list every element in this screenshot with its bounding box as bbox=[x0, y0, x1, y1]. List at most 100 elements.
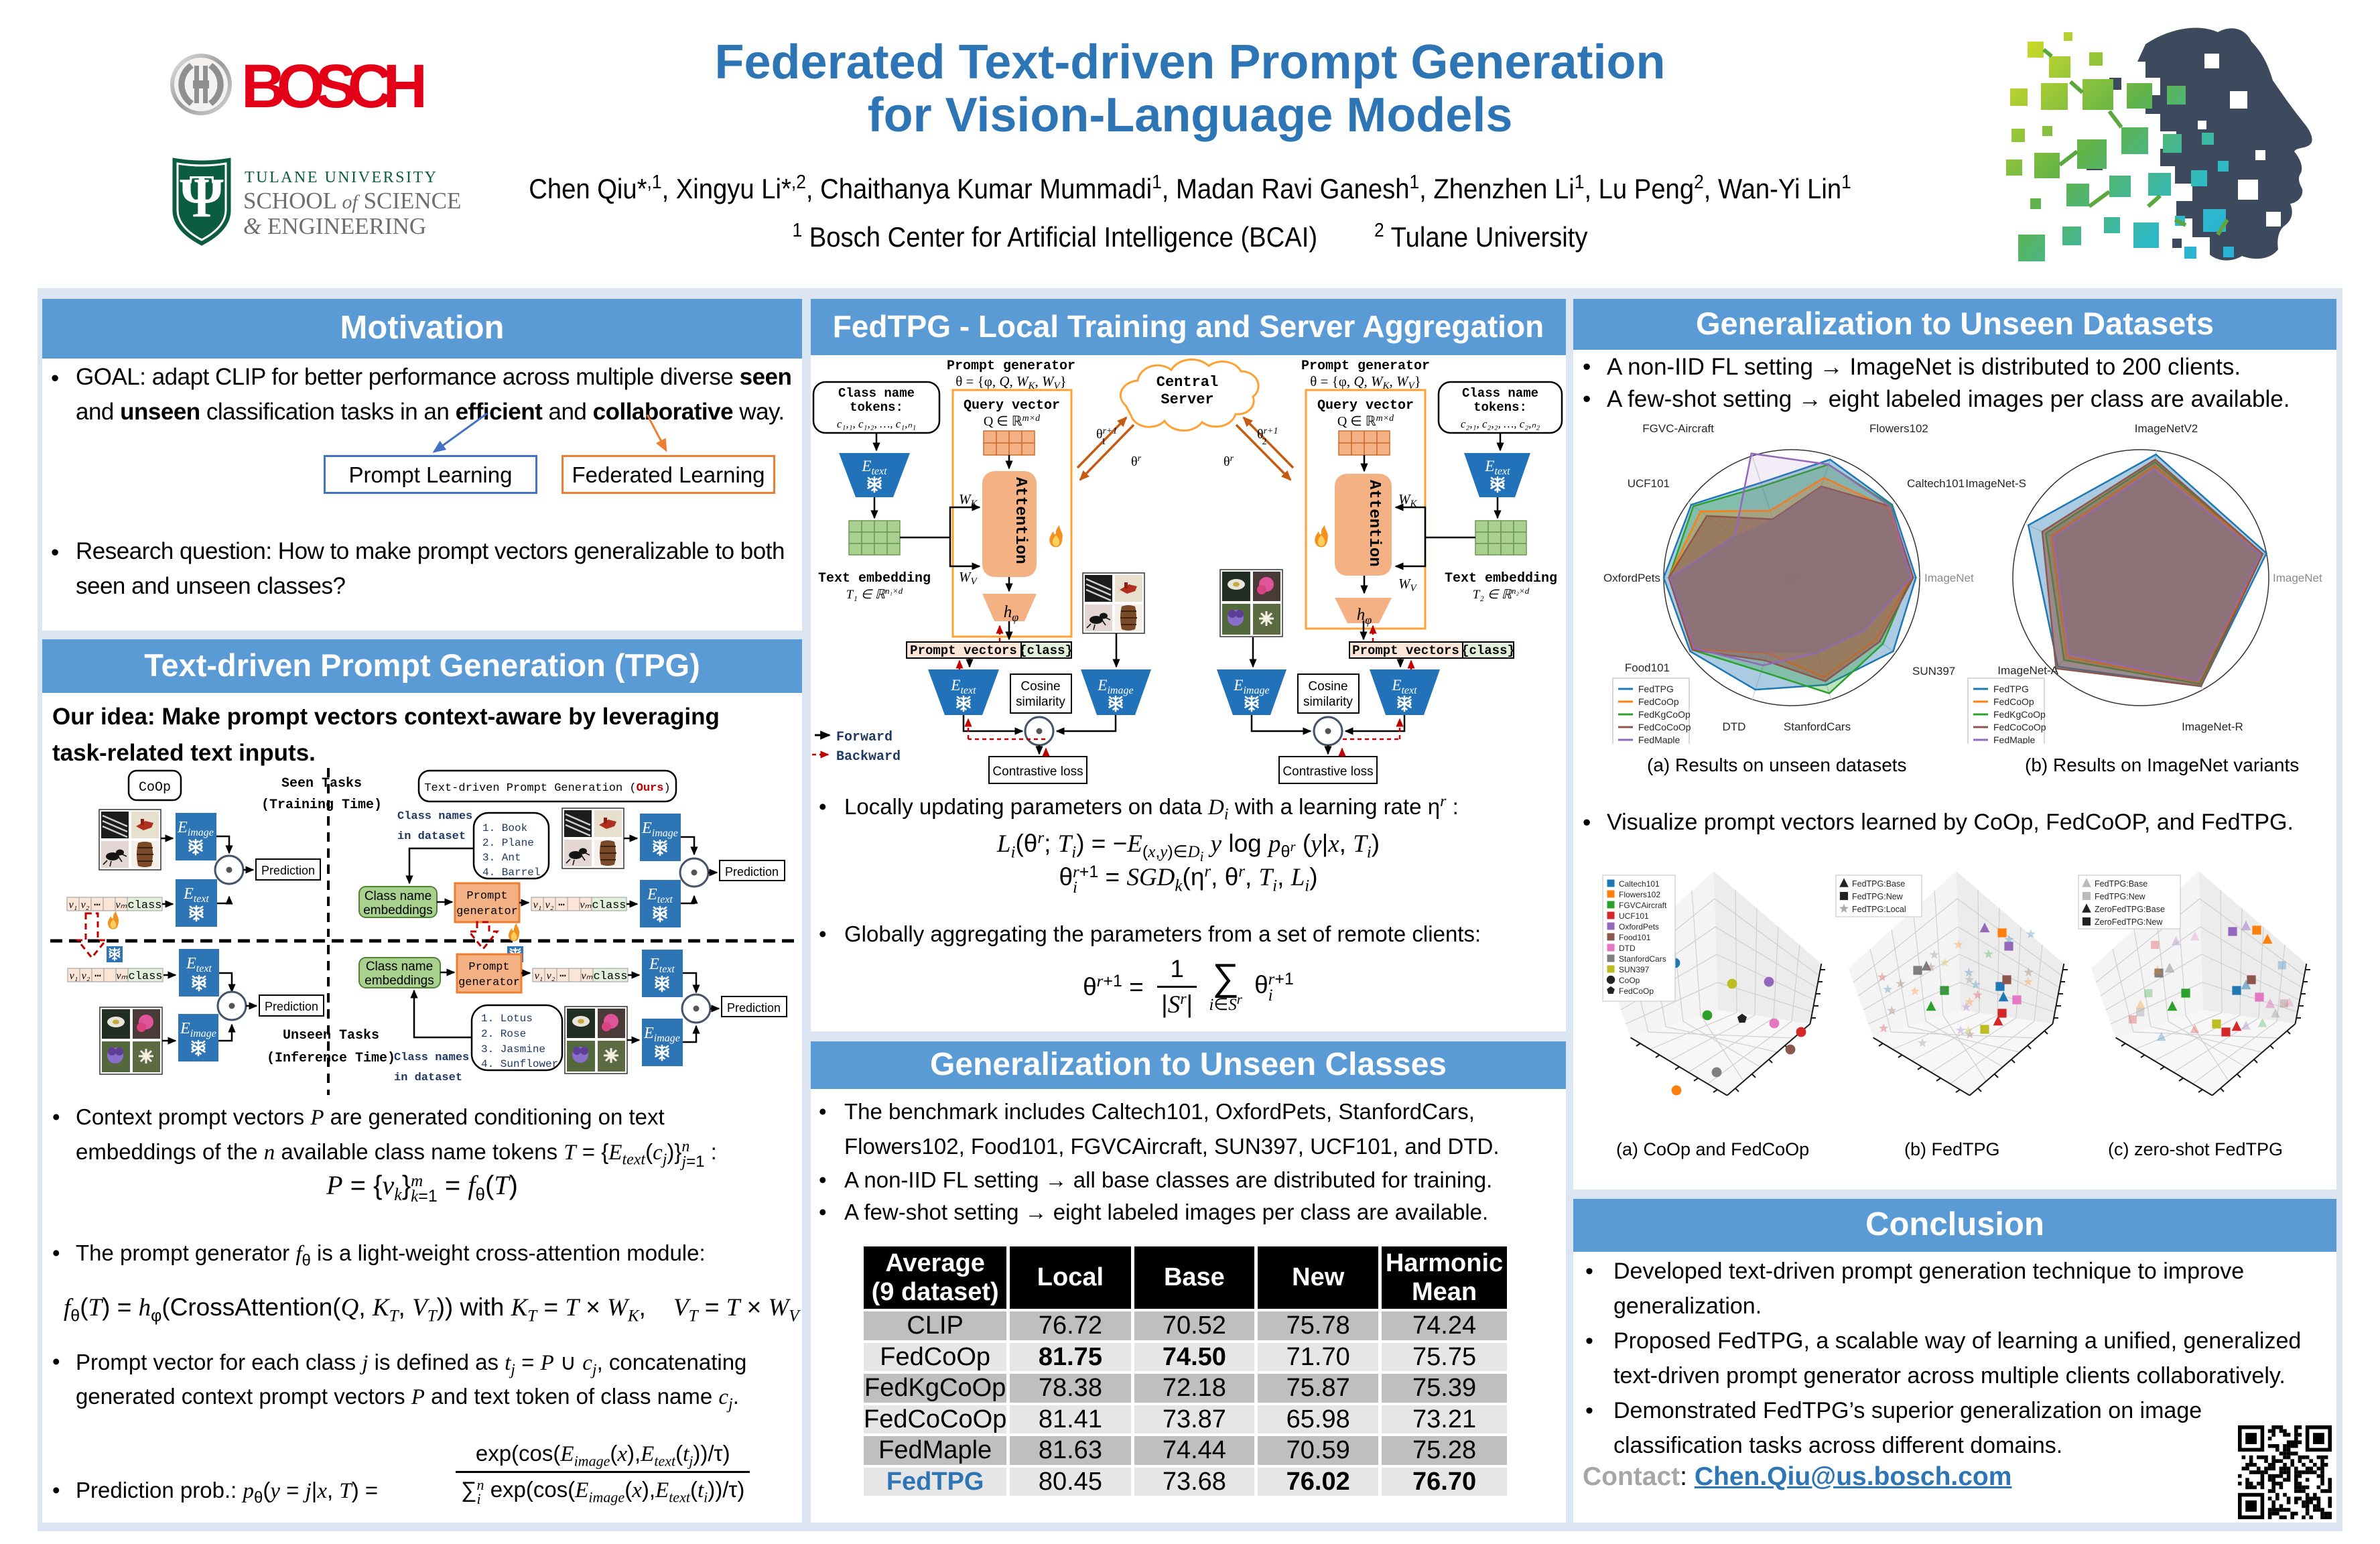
svg-text:Prompt: Prompt bbox=[466, 890, 507, 903]
svg-text:Class name: Class name bbox=[838, 386, 915, 401]
svg-text:2. Rose: 2. Rose bbox=[481, 1028, 526, 1040]
svg-text:Flowers102: Flowers102 bbox=[1619, 890, 1660, 899]
svg-text:DTD: DTD bbox=[1619, 944, 1636, 953]
svg-text:Forward: Forward bbox=[836, 730, 892, 745]
svg-text:v₂: v₂ bbox=[81, 899, 90, 911]
svg-text:Seen Tasks: Seen Tasks bbox=[281, 776, 362, 791]
svg-text:⋯: ⋯ bbox=[94, 899, 101, 911]
svg-text:ImageNet-S: ImageNet-S bbox=[1965, 477, 2026, 490]
svg-text:Text embedding: Text embedding bbox=[818, 571, 931, 586]
svg-text:Prompt vectors: Prompt vectors bbox=[1352, 643, 1459, 658]
svg-text:ImageNetV2: ImageNetV2 bbox=[2135, 422, 2198, 435]
svg-text:FGVCAircraft: FGVCAircraft bbox=[1619, 901, 1667, 910]
svg-text:ImageNet: ImageNet bbox=[2273, 572, 2322, 584]
svg-text:Query vector: Query vector bbox=[1317, 398, 1414, 413]
svg-text:generator: generator bbox=[456, 905, 518, 918]
svg-text:Prompt vectors: Prompt vectors bbox=[910, 643, 1017, 658]
svg-text:& ENGINEERING: & ENGINEERING bbox=[243, 213, 426, 239]
svg-text:Cosine: Cosine bbox=[1020, 680, 1060, 694]
svg-text:UCF101: UCF101 bbox=[1628, 477, 1670, 490]
svg-text:SCHOOL of SCIENCE: SCHOOL of SCIENCE bbox=[243, 188, 461, 214]
svg-text:Class name: Class name bbox=[1462, 386, 1538, 401]
svg-text:Prediction: Prediction bbox=[727, 1001, 781, 1015]
svg-text:Attention: Attention bbox=[1011, 477, 1029, 564]
svg-text:3. Jasmine: 3. Jasmine bbox=[481, 1043, 545, 1055]
svg-text:Central: Central bbox=[1156, 374, 1218, 391]
svg-text:{class}: {class} bbox=[1461, 643, 1515, 658]
svg-text:in dataset: in dataset bbox=[394, 1072, 462, 1084]
svg-text:2. Plane: 2. Plane bbox=[482, 837, 534, 849]
svg-text:c₂,₁, c₂,₂, …, c₂,ₙ₂: c₂,₁, c₂,₂, …, c₂,ₙ₂ bbox=[1461, 417, 1540, 430]
svg-text:Caltech101: Caltech101 bbox=[1907, 477, 1965, 490]
svg-text:FedKgCoOp: FedKgCoOp bbox=[1638, 709, 1691, 720]
svg-text:4. Barrel: 4. Barrel bbox=[482, 866, 540, 879]
svg-text:tokens:: tokens: bbox=[1473, 400, 1527, 415]
svg-text:θr+12: θr+1 2 bbox=[1257, 426, 1278, 447]
svg-text:(Inference Time): (Inference Time) bbox=[267, 1051, 395, 1066]
svg-text:FedTPG:Base: FedTPG:Base bbox=[1852, 879, 1905, 889]
svg-text:θ = {φ, Q, WK, WV}: θ = {φ, Q, WK, WV} bbox=[955, 373, 1067, 391]
svg-text:ZeroFedTPG:Base: ZeroFedTPG:Base bbox=[2095, 905, 2165, 914]
svg-text:Prediction: Prediction bbox=[261, 864, 315, 877]
svg-text:CoOp: CoOp bbox=[139, 780, 171, 795]
svg-text:OxfordPets: OxfordPets bbox=[1603, 572, 1660, 584]
svg-text:T₁ ∈ ℝn₁×d: T₁ ∈ ℝn₁×d bbox=[846, 586, 903, 602]
svg-text:Query vector: Query vector bbox=[964, 398, 1060, 413]
svg-text:vₘ: vₘ bbox=[115, 899, 127, 911]
svg-text:Text embedding: Text embedding bbox=[1445, 571, 1557, 586]
svg-text:FedCoOp: FedCoOp bbox=[1638, 696, 1679, 707]
svg-text:1. Lotus: 1. Lotus bbox=[481, 1013, 533, 1025]
svg-text:Unseen Tasks: Unseen Tasks bbox=[283, 1028, 379, 1043]
svg-text:FedCoCoOp: FedCoCoOp bbox=[1993, 722, 2046, 732]
svg-text:Class names: Class names bbox=[397, 810, 472, 823]
svg-text:UCF101: UCF101 bbox=[1619, 911, 1649, 921]
svg-text:1. Book: 1. Book bbox=[482, 822, 527, 834]
svg-text:OxfordPets: OxfordPets bbox=[1619, 922, 1659, 931]
svg-text:4. Sunflower: 4. Sunflower bbox=[481, 1058, 558, 1070]
svg-text:FedCoOp: FedCoOp bbox=[1993, 696, 2034, 707]
svg-text:FedTPG: FedTPG bbox=[1993, 684, 2029, 694]
svg-text:FedMaple: FedMaple bbox=[1993, 734, 2035, 744]
svg-text:FedTPG: FedTPG bbox=[1638, 684, 1674, 694]
svg-text:FedMaple: FedMaple bbox=[1638, 734, 1680, 744]
svg-text:Contrastive loss: Contrastive loss bbox=[1282, 765, 1373, 779]
svg-text:v₁: v₁ bbox=[69, 899, 78, 911]
svg-text:SUN397: SUN397 bbox=[1912, 665, 1955, 678]
svg-text:FedKgCoOp: FedKgCoOp bbox=[1993, 709, 2046, 720]
svg-text:FedTPG:Base: FedTPG:Base bbox=[2095, 879, 2147, 889]
svg-text:BOSCH: BOSCH bbox=[241, 52, 427, 118]
svg-text:class: class bbox=[127, 899, 161, 912]
svg-text:T₂ ∈ ℝn₂×d: T₂ ∈ ℝn₂×d bbox=[1473, 586, 1530, 602]
svg-text:ImageNet-R: ImageNet-R bbox=[2182, 720, 2243, 733]
svg-text:θr: θr bbox=[1131, 454, 1142, 469]
svg-text:Prediction: Prediction bbox=[725, 865, 779, 879]
svg-text:StanfordCars: StanfordCars bbox=[1784, 720, 1851, 733]
svg-text:SUN397: SUN397 bbox=[1619, 965, 1650, 974]
svg-text:(Training Time): (Training Time) bbox=[261, 797, 382, 813]
svg-text:Q ∈ ℝm×d: Q ∈ ℝm×d bbox=[984, 413, 1041, 429]
svg-text:TULANE UNIVERSITY: TULANE UNIVERSITY bbox=[245, 169, 438, 186]
svg-text:3. Ant: 3. Ant bbox=[482, 852, 521, 864]
svg-text:DTD: DTD bbox=[1723, 720, 1746, 733]
svg-text:tokens:: tokens: bbox=[850, 400, 903, 415]
svg-text:FedTPG:New: FedTPG:New bbox=[1852, 892, 1904, 901]
svg-text:similarity: similarity bbox=[1303, 695, 1353, 709]
svg-text:θ = {φ, Q, WK, WV}: θ = {φ, Q, WK, WV} bbox=[1310, 373, 1421, 391]
svg-text:Class name: Class name bbox=[365, 889, 432, 903]
svg-text:in dataset: in dataset bbox=[397, 830, 466, 843]
svg-text:θr: θr bbox=[1224, 454, 1234, 469]
svg-text:Backward: Backward bbox=[836, 749, 901, 765]
svg-text:Flowers102: Flowers102 bbox=[1869, 422, 1928, 435]
svg-text:Contrastive loss: Contrastive loss bbox=[992, 765, 1083, 779]
svg-text:generator: generator bbox=[458, 976, 520, 989]
svg-text:FGVC-Aircraft: FGVC-Aircraft bbox=[1642, 422, 1714, 435]
svg-text:Caltech101: Caltech101 bbox=[1619, 879, 1660, 889]
svg-text:Class names: Class names bbox=[394, 1051, 469, 1064]
svg-text:CoOp: CoOp bbox=[1619, 976, 1640, 985]
svg-text:Food101: Food101 bbox=[1619, 933, 1651, 942]
svg-text:Prediction: Prediction bbox=[265, 1000, 318, 1013]
svg-text:T: T bbox=[189, 168, 214, 210]
svg-text:Cosine: Cosine bbox=[1308, 680, 1347, 694]
svg-text:Prompt generator: Prompt generator bbox=[1301, 359, 1430, 374]
svg-text:Server: Server bbox=[1161, 391, 1213, 408]
